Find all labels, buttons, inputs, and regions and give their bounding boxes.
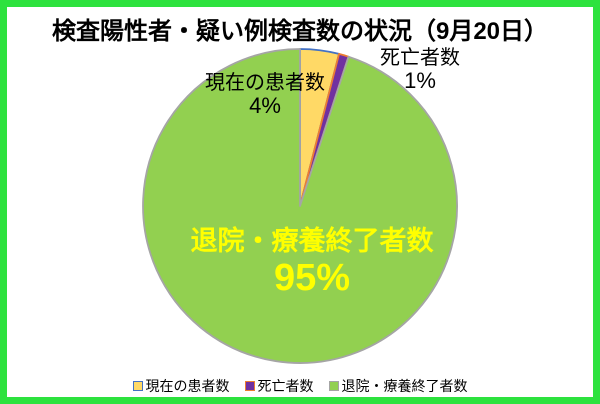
slice-label-deaths: 死亡者数 1% xyxy=(345,47,495,94)
slice-label-current-patients: 現在の患者数 4% xyxy=(175,72,355,119)
slice-label-current-patients-name: 現在の患者数 xyxy=(205,72,325,94)
legend-color-swatch-deaths-icon xyxy=(244,381,255,391)
slice-label-recovered-pct: 95% xyxy=(273,257,351,299)
legend-item-deaths: 死亡者数 xyxy=(244,376,314,396)
legend-color-swatch-recovered-icon xyxy=(328,381,339,391)
slice-label-current-patients-pct: 4% xyxy=(249,93,281,119)
chart-legend: 現在の患者数 死亡者数 退院・療養終了者数 xyxy=(0,376,600,396)
slice-label-deaths-pct: 1% xyxy=(404,68,436,94)
chart-title: 検査陽性者・疑い例検査数の状況（9月20日） xyxy=(51,18,549,45)
pie-slice-recovered xyxy=(142,48,458,364)
legend-label-recovered: 退院・療養終了者数 xyxy=(341,378,468,394)
slice-label-recovered: 退院・療養終了者数 95% xyxy=(162,224,462,298)
legend-color-swatch-current-patients-icon xyxy=(132,381,143,391)
legend-item-recovered: 退院・療養終了者数 xyxy=(328,376,468,396)
slice-label-deaths-name: 死亡者数 xyxy=(380,47,460,69)
legend-item-current-patients: 現在の患者数 xyxy=(132,376,230,396)
slice-label-recovered-name: 退院・療養終了者数 xyxy=(190,226,434,256)
legend-label-current-patients: 現在の患者数 xyxy=(145,378,230,394)
legend-label-deaths: 死亡者数 xyxy=(257,378,314,394)
